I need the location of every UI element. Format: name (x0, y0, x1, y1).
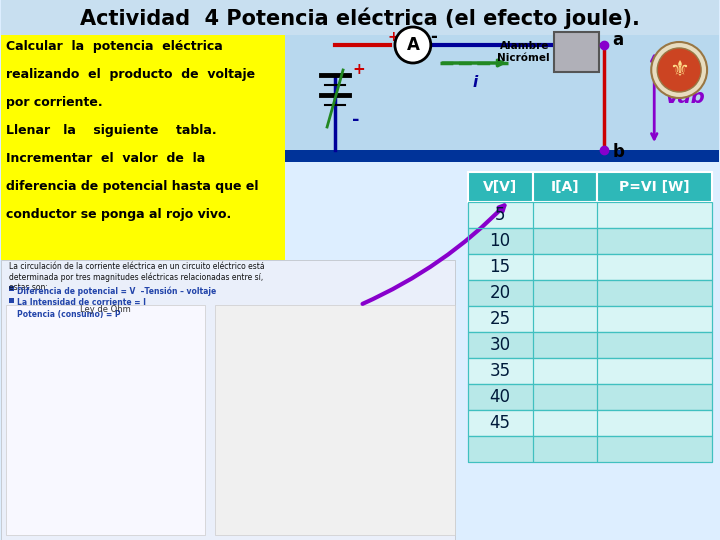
Text: +: + (352, 63, 365, 78)
Text: Actividad  4 Potencia eléctrica (el efecto joule).: Actividad 4 Potencia eléctrica (el efect… (80, 7, 640, 29)
Text: a: a (612, 31, 624, 49)
Text: Vab: Vab (665, 88, 705, 107)
Bar (468, 436, 533, 462)
Text: 35: 35 (490, 362, 510, 380)
Text: Diferencia de potencial = V  –Tensión – voltaje: Diferencia de potencial = V –Tensión – v… (17, 286, 216, 295)
Bar (468, 172, 533, 202)
Bar (468, 306, 712, 332)
Bar (598, 436, 712, 462)
Bar (533, 202, 598, 228)
Bar (215, 305, 455, 535)
Bar (598, 358, 712, 384)
Bar (468, 202, 712, 228)
Bar (9, 298, 14, 303)
Text: b: b (612, 143, 624, 161)
Bar (9, 286, 14, 291)
Text: realizando  el  producto  de  voltaje: realizando el producto de voltaje (6, 68, 255, 81)
Text: P=VI [W]: P=VI [W] (619, 180, 690, 194)
Bar (598, 306, 712, 332)
Bar (468, 384, 533, 410)
Text: La Intensidad de corriente = I: La Intensidad de corriente = I (17, 298, 146, 307)
Text: Alambre
Nicrómel: Alambre Nicrómel (497, 41, 549, 63)
Bar (533, 358, 598, 384)
Text: -: - (352, 111, 359, 129)
Text: Calcular  la  potencia  eléctrica: Calcular la potencia eléctrica (6, 40, 222, 53)
Bar (468, 410, 712, 436)
Text: 15: 15 (490, 258, 510, 276)
Bar (533, 228, 598, 254)
Bar (598, 280, 712, 306)
Bar (533, 332, 598, 358)
Text: 10: 10 (490, 232, 510, 250)
Bar (598, 332, 712, 358)
Text: 30: 30 (490, 336, 510, 354)
Bar (1, 260, 455, 540)
Bar (468, 384, 712, 410)
Circle shape (651, 42, 707, 98)
Bar (468, 228, 533, 254)
Bar (598, 410, 712, 436)
Text: ⚜: ⚜ (669, 60, 689, 80)
Text: Potencia (consumo) = P: Potencia (consumo) = P (17, 310, 120, 319)
Bar (468, 280, 533, 306)
Bar (533, 254, 598, 280)
Bar (468, 436, 712, 462)
Bar (598, 384, 712, 410)
Text: 20: 20 (490, 284, 510, 302)
Bar (285, 150, 719, 162)
Text: La circulación de la corriente eléctrica en un circuito eléctrico está
determina: La circulación de la corriente eléctrica… (9, 262, 264, 292)
Bar (6, 305, 205, 535)
Bar (468, 410, 533, 436)
Bar (1, 0, 719, 35)
Bar (468, 332, 712, 358)
Text: conductor se ponga al rojo vivo.: conductor se ponga al rojo vivo. (6, 208, 231, 221)
Text: 45: 45 (490, 414, 510, 432)
Bar (468, 306, 533, 332)
Bar (1, 35, 285, 260)
Bar (468, 254, 712, 280)
Text: Ley de Ohm: Ley de Ohm (81, 305, 131, 314)
Bar (598, 202, 712, 228)
Text: 40: 40 (490, 388, 510, 406)
Bar (285, 35, 719, 160)
Text: +: + (387, 30, 399, 44)
Text: diferencia de potencial hasta que el: diferencia de potencial hasta que el (6, 180, 258, 193)
Text: V[V]: V[V] (483, 180, 517, 194)
Bar (598, 172, 712, 202)
Bar (533, 280, 598, 306)
Bar (533, 306, 598, 332)
Bar (468, 280, 712, 306)
Text: -: - (431, 28, 437, 46)
Bar (533, 436, 598, 462)
Bar (468, 228, 712, 254)
Bar (468, 254, 533, 280)
Circle shape (657, 48, 701, 92)
Bar (468, 332, 533, 358)
Bar (533, 410, 598, 436)
Text: Llenar   la    siguiente    tabla.: Llenar la siguiente tabla. (6, 124, 217, 137)
Bar (598, 254, 712, 280)
Bar (533, 384, 598, 410)
Text: por corriente.: por corriente. (6, 96, 102, 109)
Bar (468, 202, 533, 228)
Bar (554, 32, 599, 72)
Text: A: A (406, 36, 419, 54)
Text: I[A]: I[A] (551, 180, 580, 194)
Bar (468, 358, 533, 384)
Bar (598, 228, 712, 254)
Bar (533, 172, 598, 202)
Circle shape (395, 27, 431, 63)
Text: 25: 25 (490, 310, 510, 328)
Bar (468, 358, 712, 384)
Text: 5: 5 (495, 206, 505, 224)
Text: i: i (472, 75, 477, 90)
Text: Incrementar  el  valor  de  la: Incrementar el valor de la (6, 152, 205, 165)
Bar (9, 310, 14, 315)
